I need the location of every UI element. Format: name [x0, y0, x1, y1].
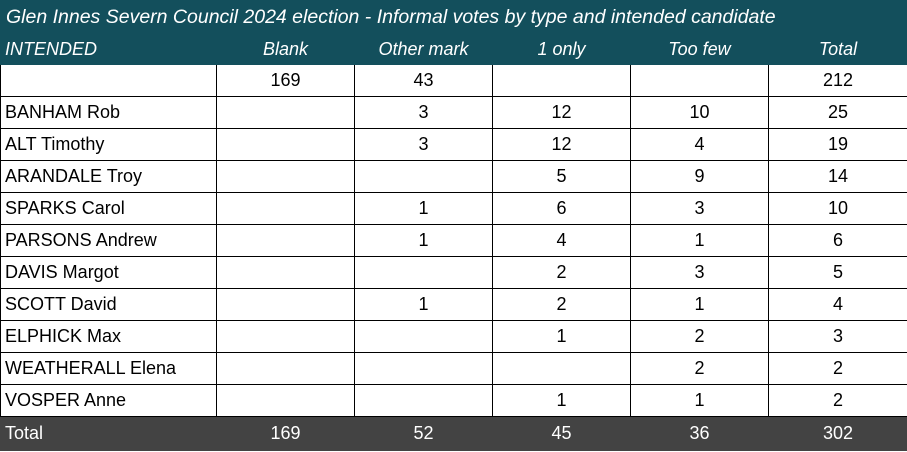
column-header-too-few[interactable]: Too few: [630, 34, 769, 65]
table-row: ARANDALE Troy 5 9 14: [0, 160, 907, 193]
vote-count-cell[interactable]: 3: [630, 256, 769, 289]
vote-count-cell[interactable]: 4: [630, 128, 769, 161]
candidate-name-cell[interactable]: WEATHERALL Elena: [0, 352, 217, 385]
vote-count-cell[interactable]: 25: [768, 96, 907, 129]
candidate-name-cell[interactable]: DAVIS Margot: [0, 256, 217, 289]
vote-count-cell[interactable]: 1: [354, 288, 493, 321]
vote-count-cell[interactable]: [216, 160, 355, 193]
vote-count-cell[interactable]: [216, 96, 355, 129]
vote-count-cell[interactable]: 10: [630, 96, 769, 129]
candidate-name-cell[interactable]: SCOTT David: [0, 288, 217, 321]
candidate-name-cell[interactable]: ARANDALE Troy: [0, 160, 217, 193]
vote-count-cell[interactable]: 14: [768, 160, 907, 193]
vote-count-cell[interactable]: [492, 64, 631, 97]
vote-count-cell[interactable]: [216, 256, 355, 289]
table-row: 169 43 212: [0, 64, 907, 97]
candidate-name-cell[interactable]: PARSONS Andrew: [0, 224, 217, 257]
vote-count-cell[interactable]: 12: [492, 128, 631, 161]
vote-count-cell[interactable]: 5: [768, 256, 907, 289]
vote-count-cell[interactable]: [216, 288, 355, 321]
vote-count-cell[interactable]: [216, 320, 355, 353]
vote-count-cell[interactable]: 1: [354, 224, 493, 257]
candidate-name-cell[interactable]: ALT Timothy: [0, 128, 217, 161]
totals-label[interactable]: Total: [0, 416, 217, 451]
candidate-name-cell[interactable]: VOSPER Anne: [0, 384, 217, 417]
column-header-other-mark[interactable]: Other mark: [354, 34, 493, 65]
vote-count-cell[interactable]: [216, 224, 355, 257]
vote-count-cell[interactable]: 6: [768, 224, 907, 257]
vote-count-cell[interactable]: [216, 128, 355, 161]
vote-count-cell[interactable]: [216, 384, 355, 417]
vote-count-cell[interactable]: 2: [630, 352, 769, 385]
candidate-name-cell[interactable]: BANHAM Rob: [0, 96, 217, 129]
vote-count-cell[interactable]: 5: [492, 160, 631, 193]
vote-count-cell[interactable]: 3: [768, 320, 907, 353]
candidate-name-cell[interactable]: [0, 64, 217, 97]
table-title: Glen Innes Severn Council 2024 election …: [0, 0, 907, 34]
vote-count-cell[interactable]: [630, 64, 769, 97]
column-header-1-only[interactable]: 1 only: [492, 34, 631, 65]
table-row: ELPHICK Max 1 2 3: [0, 320, 907, 353]
vote-count-cell[interactable]: 1: [354, 192, 493, 225]
table-row: WEATHERALL Elena 2 2: [0, 352, 907, 385]
vote-count-cell[interactable]: [354, 160, 493, 193]
vote-count-cell[interactable]: 6: [492, 192, 631, 225]
vote-count-cell[interactable]: 4: [492, 224, 631, 257]
vote-count-cell[interactable]: 9: [630, 160, 769, 193]
table-row: ALT Timothy 3 12 4 19: [0, 128, 907, 161]
total-cell[interactable]: 52: [354, 416, 493, 451]
table-row: SCOTT David 1 2 1 4: [0, 288, 907, 321]
vote-count-cell[interactable]: 2: [768, 352, 907, 385]
column-header-total[interactable]: Total: [768, 34, 907, 65]
vote-count-cell[interactable]: 43: [354, 64, 493, 97]
candidate-name-cell[interactable]: SPARKS Carol: [0, 192, 217, 225]
vote-count-cell[interactable]: 2: [768, 384, 907, 417]
vote-count-cell[interactable]: 1: [630, 384, 769, 417]
informal-votes-table: INTENDED Blank Other mark 1 only Too few…: [0, 34, 907, 451]
vote-count-cell[interactable]: 212: [768, 64, 907, 97]
vote-count-cell[interactable]: 1: [492, 320, 631, 353]
vote-count-cell[interactable]: 169: [216, 64, 355, 97]
vote-count-cell[interactable]: 3: [354, 96, 493, 129]
vote-count-cell[interactable]: [216, 192, 355, 225]
vote-count-cell[interactable]: [492, 352, 631, 385]
total-cell[interactable]: 169: [216, 416, 355, 451]
table-row: SPARKS Carol 1 6 3 10: [0, 192, 907, 225]
vote-count-cell[interactable]: [354, 320, 493, 353]
total-cell[interactable]: 302: [768, 416, 907, 451]
vote-count-cell[interactable]: [354, 384, 493, 417]
vote-count-cell[interactable]: 1: [630, 288, 769, 321]
column-header-intended[interactable]: INTENDED: [0, 34, 217, 65]
vote-count-cell[interactable]: 19: [768, 128, 907, 161]
candidate-name-cell[interactable]: ELPHICK Max: [0, 320, 217, 353]
vote-count-cell[interactable]: 1: [492, 384, 631, 417]
vote-count-cell[interactable]: 1: [630, 224, 769, 257]
vote-count-cell[interactable]: 3: [630, 192, 769, 225]
column-header-blank[interactable]: Blank: [216, 34, 355, 65]
vote-count-cell[interactable]: 12: [492, 96, 631, 129]
table-row: BANHAM Rob 3 12 10 25: [0, 96, 907, 129]
totals-row: Total 169 52 45 36 302: [0, 416, 907, 451]
vote-count-cell[interactable]: 2: [492, 288, 631, 321]
vote-count-cell[interactable]: 4: [768, 288, 907, 321]
vote-count-cell[interactable]: 2: [492, 256, 631, 289]
vote-count-cell[interactable]: [354, 352, 493, 385]
total-cell[interactable]: 36: [630, 416, 769, 451]
header-row: INTENDED Blank Other mark 1 only Too few…: [0, 34, 907, 65]
vote-count-cell[interactable]: [354, 256, 493, 289]
vote-count-cell[interactable]: 2: [630, 320, 769, 353]
vote-count-cell[interactable]: 3: [354, 128, 493, 161]
table-row: DAVIS Margot 2 3 5: [0, 256, 907, 289]
table-row: PARSONS Andrew 1 4 1 6: [0, 224, 907, 257]
total-cell[interactable]: 45: [492, 416, 631, 451]
vote-count-cell[interactable]: 10: [768, 192, 907, 225]
table-row: VOSPER Anne 1 1 2: [0, 384, 907, 417]
vote-count-cell[interactable]: [216, 352, 355, 385]
